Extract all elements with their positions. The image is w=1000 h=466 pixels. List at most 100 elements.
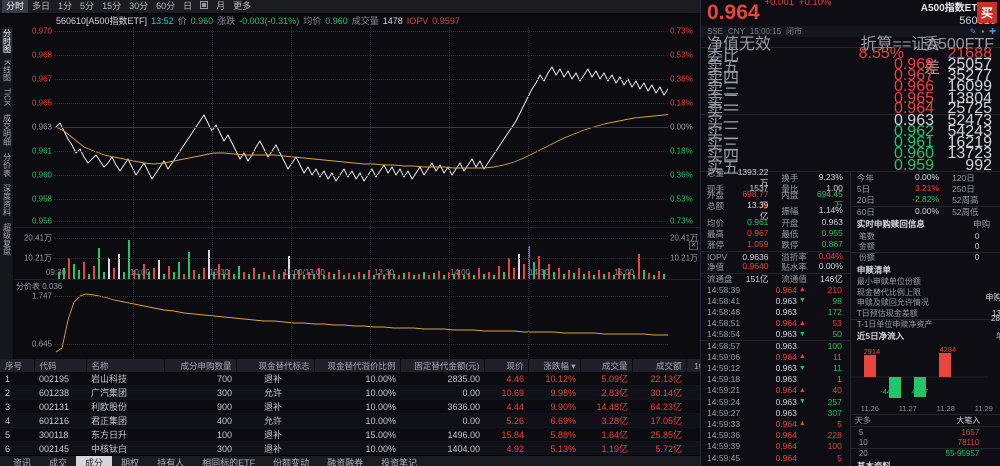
bottom-tab-touzibiji[interactable]: 投资笔记 [381, 458, 418, 466]
col-flag[interactable]: 现金替代标志 [236, 359, 315, 372]
tick-volume: 11 [833, 351, 842, 362]
stat-key: 均价 [707, 217, 725, 228]
col-name[interactable]: 名称 [86, 359, 165, 372]
ask-row[interactable]: 卖二 0.965 13804 [701, 90, 1000, 110]
cell-price: 4.92 [484, 441, 528, 456]
col-chg[interactable]: 涨跌幅 ▾ [528, 359, 581, 372]
ask-label: 卖一 [707, 103, 740, 121]
table-row[interactable]: 6 002145 中核钛白 300 退补 10.00% 1404.00 4.92… [0, 441, 800, 456]
col-qty[interactable]: 成分申购数量 [164, 359, 237, 372]
price-change: +0.001 [764, 0, 794, 8]
ask-row[interactable]: 卖一 0.964 25725 [701, 100, 1000, 120]
period-tab-day[interactable]: 日 [183, 1, 193, 11]
perf-key: 今年 [856, 172, 874, 183]
stat-val2: 9.23% [818, 171, 843, 182]
sidebar-item-fenjiabiao[interactable]: 分价表 [2, 152, 12, 177]
bid-row[interactable]: 买五 0.959 992 [701, 157, 1000, 177]
y-tick-left-4: 0.963 [31, 122, 52, 132]
col-amount[interactable]: 固定替代金额(元) [400, 359, 485, 372]
ask-row[interactable]: 卖四 0.967 35277 [701, 67, 1000, 87]
period-tab-60min[interactable]: 60分 [156, 1, 176, 11]
add-icon[interactable]: ✚ [989, 27, 996, 36]
table-row[interactable]: 5 300118 东方日升 100 退补 15.00% 1496.00 15.8… [0, 427, 800, 442]
table-row[interactable]: 4 601216 君正集团 400 允许 10.00% 0.00 5.26 6.… [0, 413, 800, 428]
bottom-tab-zixun[interactable]: 资讯 [13, 458, 32, 466]
bottom-tab-rongzirongquan[interactable]: 融资融券 [327, 458, 364, 466]
table-row[interactable]: 2 601238 广汽集团 300 允许 10.00% 0.00 10.69 9… [0, 385, 800, 400]
x-tick-2: 10:30 [208, 268, 230, 277]
period-tab-duori[interactable]: 多日 [32, 1, 51, 11]
bid-row[interactable]: 买一 0.963 52473 [701, 112, 1000, 132]
bottom-tab-chiyouren[interactable]: 持有人 [157, 458, 185, 466]
bookmark-icon[interactable]: ▪ [981, 27, 985, 36]
period-tab-5min[interactable]: 5分 [80, 1, 95, 11]
cell-flag: 退补 [236, 399, 314, 414]
price-change-percent: +0.10% [798, 0, 832, 8]
macd-plot-area[interactable] [54, 280, 668, 359]
realtime-row: 笔数 00 [851, 231, 1000, 242]
bid-row[interactable]: 买三 0.961 16219 [701, 134, 1000, 154]
sidebar-item-kxiantu[interactable]: K线图 [2, 60, 12, 82]
sidebar-item-chaojifupan[interactable]: 超级复盘 [2, 222, 12, 255]
chart-body: 分时图 K线图 TICK 成交明细 分价表 深度资料 超级复盘 0.970 0.… [0, 27, 700, 359]
bottom-tab-qiquan[interactable]: 期权 [121, 458, 140, 466]
bottom-tab-chengfen[interactable]: 成分 [76, 456, 113, 466]
col-vol[interactable]: 成交量 [580, 359, 633, 372]
ask-price: 0.964 [893, 100, 934, 118]
period-tab-week-icon[interactable] [196, 0, 212, 13]
realtime-key: 笔数 [858, 231, 875, 241]
col-no[interactable]: 序号 [0, 359, 35, 372]
sidebar-item-shendu[interactable]: 深度资料 [2, 183, 12, 216]
volume-plot-area[interactable] [54, 228, 668, 279]
close-chart-icon[interactable]: ✕ [689, 241, 698, 250]
stat-val2: 694.45万 [816, 189, 843, 211]
tick-volume: 172 [827, 307, 842, 318]
flow-value-0: 2914 [863, 347, 881, 356]
cell-flag: 退补 [236, 441, 314, 456]
perf-key: 5日 [856, 184, 871, 195]
tick-row: 14:58:39 0.964 ▲ 210 [701, 284, 850, 295]
ask-row[interactable]: 卖三 0.966 16099 [701, 78, 1000, 98]
sidebar-item-fenshitu[interactable]: 分时图 [1, 29, 12, 53]
perf-val2: 0.91 [984, 206, 1000, 218]
realtime-sell: 0 [985, 253, 1000, 262]
cell-ratio: 10.00% [314, 372, 400, 386]
price-chart-panel[interactable]: 0.970 0.968 0.967 0.965 0.963 0.961 0.96… [14, 27, 700, 227]
period-tab-1min[interactable]: 1分 [58, 1, 73, 11]
col-code[interactable]: 代码 [34, 359, 87, 372]
table-row[interactable]: 3 002131 利欧股份 900 退补 10.00% 3636.00 4.44… [0, 399, 800, 414]
ask-row[interactable]: 卖五 0.968 25057 [701, 56, 1000, 76]
period-tab-30min[interactable]: 30分 [129, 1, 149, 11]
stat-val: 1537 [749, 183, 769, 194]
ask-volume: 25725 [947, 100, 993, 118]
deal-tab-tianduo[interactable]: 天多 [854, 416, 871, 425]
edit-icon[interactable]: ✎ [969, 27, 977, 36]
tick-volume: 20 [808, 464, 850, 466]
sidebar-item-chengjiaomingxi[interactable]: 成交明细 [2, 113, 12, 146]
buy-button[interactable]: 买 [977, 2, 997, 23]
stat-key: 涨停 [707, 239, 725, 250]
bottom-tab-chengjiao[interactable]: 成交 [49, 458, 68, 466]
bid-row[interactable]: 买二 0.962 54243 [701, 123, 1000, 143]
col-price[interactable]: 现价 [484, 359, 529, 372]
period-tab-month[interactable]: 月 [216, 1, 226, 11]
col-turnover[interactable]: 成交额 [632, 359, 687, 372]
period-tab-fenshi[interactable]: 分时 [2, 0, 29, 13]
constituents-table-wrap[interactable]: 序号 代码 名称 成分申购数量 现金替代标志 现金替代溢价比例 固定替代金额(元… [0, 359, 801, 466]
volume-chart-panel[interactable]: 20.41万 10.21万 20.41万 10.21万 [14, 227, 700, 279]
price-plot-area[interactable] [54, 27, 668, 227]
stat-val: 698.77万 [742, 189, 769, 211]
tick-list[interactable]: 14:58:39 0.964 ▲ 210 14:58:41 0.963 ▼ 98 14:58… [701, 284, 850, 466]
macd-line-svg [55, 293, 668, 353]
bid-row[interactable]: 买四 0.960 13723 [701, 145, 1000, 165]
cell-flag: 允许 [236, 385, 314, 400]
bottom-tab-fene-biandong[interactable]: 份额变动 [273, 458, 310, 466]
bottom-tab-xiangtongbiaodi-etf[interactable]: 相同标的ETF [202, 458, 256, 466]
macd-panel[interactable]: 分价表 0.036 1.747 0.645 [14, 279, 700, 359]
col-ratio[interactable]: 现金替代溢价比例 [314, 359, 401, 372]
period-tab-15min[interactable]: 15分 [102, 1, 122, 11]
cell-turnover: 25.85亿 [632, 427, 686, 442]
table-row[interactable]: 1 002195 岩山科技 700 退补 10.00% 2835.00 4.46… [0, 372, 800, 386]
sidebar-item-tick[interactable]: TICK [2, 88, 12, 107]
period-tab-more[interactable]: 更多 [233, 1, 252, 11]
